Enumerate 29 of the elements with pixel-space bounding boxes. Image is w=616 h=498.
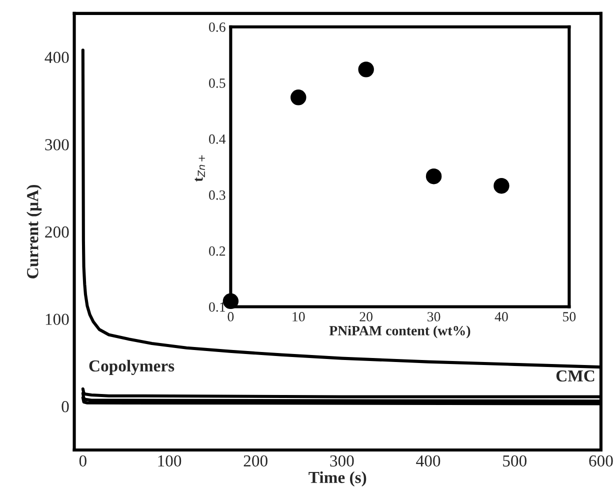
x-tick-label: 300 — [330, 455, 354, 467]
x-tick-label: 20 — [360, 312, 373, 322]
series-label: CMC — [556, 370, 594, 382]
x-axis-title: Time (s) — [308, 471, 366, 486]
y-tick-label: 0.5 — [209, 78, 226, 88]
x-axis-title: PNiPAM content (wt%) — [329, 326, 470, 338]
y-tick-label: 0 — [62, 401, 69, 412]
x-tick-label: 0 — [79, 455, 86, 467]
x-tick-label: 400 — [416, 455, 440, 467]
y-tick-label: 0.1 — [209, 302, 225, 312]
y-axis-title: t$_{Zn+}$ — [194, 155, 205, 182]
x-tick-label: 50 — [563, 312, 576, 322]
x-tick-label: 600 — [589, 455, 613, 467]
y-tick-label: 0.6 — [209, 22, 226, 32]
y-tick-label: 0.2 — [209, 246, 226, 256]
y-tick-label: 0.4 — [209, 134, 226, 144]
x-tick-label: 40 — [494, 312, 508, 322]
y-tick-label: 200 — [45, 226, 69, 238]
y-tick-label: 0.3 — [209, 190, 226, 200]
y-tick-label: 300 — [45, 139, 69, 150]
x-tick-label: 500 — [503, 455, 526, 467]
x-tick-label: 30 — [428, 312, 440, 322]
x-tick-label: 200 — [244, 455, 268, 467]
x-tick-label: 10 — [292, 312, 305, 322]
x-tick-label: 0 — [228, 312, 234, 322]
series-label: Copolymers — [89, 360, 174, 375]
x-tick-label: 100 — [158, 455, 182, 467]
y-tick-label: 400 — [44, 52, 69, 64]
y-axis-title: Current (µA) — [26, 184, 42, 278]
